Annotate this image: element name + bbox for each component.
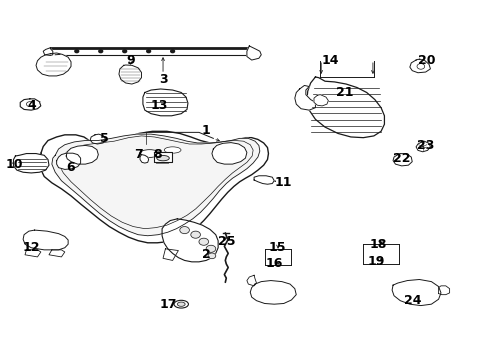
Polygon shape bbox=[23, 230, 68, 250]
Polygon shape bbox=[25, 250, 41, 257]
Polygon shape bbox=[40, 131, 268, 243]
Circle shape bbox=[206, 245, 215, 252]
Polygon shape bbox=[154, 153, 171, 162]
Polygon shape bbox=[119, 65, 141, 84]
Text: 17: 17 bbox=[159, 298, 176, 311]
Ellipse shape bbox=[157, 156, 169, 161]
Polygon shape bbox=[306, 77, 384, 138]
Circle shape bbox=[99, 50, 102, 53]
Polygon shape bbox=[140, 154, 148, 163]
Text: 18: 18 bbox=[369, 238, 386, 251]
Circle shape bbox=[199, 238, 208, 245]
Polygon shape bbox=[57, 153, 81, 170]
Polygon shape bbox=[294, 85, 315, 110]
Polygon shape bbox=[409, 59, 429, 73]
Polygon shape bbox=[250, 280, 296, 304]
Ellipse shape bbox=[177, 302, 184, 306]
Text: 6: 6 bbox=[66, 161, 75, 174]
Polygon shape bbox=[49, 250, 64, 257]
Text: 11: 11 bbox=[274, 176, 291, 189]
Ellipse shape bbox=[164, 147, 181, 153]
Circle shape bbox=[75, 50, 79, 53]
Polygon shape bbox=[246, 46, 261, 60]
Text: 1: 1 bbox=[202, 124, 210, 137]
Text: 4: 4 bbox=[28, 99, 37, 112]
Text: 25: 25 bbox=[217, 235, 235, 248]
Polygon shape bbox=[392, 154, 411, 166]
Text: 14: 14 bbox=[322, 54, 339, 67]
Polygon shape bbox=[90, 134, 105, 144]
Circle shape bbox=[26, 102, 33, 107]
Polygon shape bbox=[163, 249, 178, 260]
Text: 15: 15 bbox=[268, 240, 285, 253]
Polygon shape bbox=[142, 89, 187, 116]
Polygon shape bbox=[438, 286, 448, 294]
Polygon shape bbox=[52, 134, 259, 236]
Text: 5: 5 bbox=[100, 132, 108, 145]
Text: 23: 23 bbox=[416, 139, 433, 152]
Polygon shape bbox=[391, 279, 440, 306]
Circle shape bbox=[122, 50, 126, 53]
Circle shape bbox=[180, 226, 189, 234]
Circle shape bbox=[208, 253, 215, 259]
Polygon shape bbox=[36, 53, 71, 76]
Text: 24: 24 bbox=[404, 294, 421, 307]
Circle shape bbox=[416, 64, 424, 69]
Text: 12: 12 bbox=[22, 240, 40, 253]
Polygon shape bbox=[415, 141, 429, 152]
Text: 16: 16 bbox=[265, 257, 283, 270]
Text: 20: 20 bbox=[417, 54, 434, 67]
Polygon shape bbox=[66, 145, 98, 164]
Text: 10: 10 bbox=[6, 158, 23, 171]
Text: 22: 22 bbox=[392, 152, 409, 165]
Circle shape bbox=[146, 50, 150, 53]
Polygon shape bbox=[254, 176, 274, 184]
Circle shape bbox=[190, 231, 200, 238]
Text: 7: 7 bbox=[133, 148, 142, 161]
Polygon shape bbox=[162, 219, 218, 262]
Polygon shape bbox=[211, 143, 246, 164]
Polygon shape bbox=[43, 48, 53, 55]
Text: 9: 9 bbox=[126, 54, 135, 67]
Polygon shape bbox=[313, 95, 328, 106]
Text: 21: 21 bbox=[336, 86, 353, 99]
Ellipse shape bbox=[139, 150, 160, 157]
Text: 19: 19 bbox=[367, 255, 384, 267]
Text: 2: 2 bbox=[202, 248, 210, 261]
Text: 13: 13 bbox=[150, 99, 167, 112]
Text: 8: 8 bbox=[153, 148, 161, 161]
Polygon shape bbox=[156, 159, 167, 163]
Polygon shape bbox=[14, 154, 49, 173]
Circle shape bbox=[170, 50, 174, 53]
Ellipse shape bbox=[174, 300, 188, 308]
Polygon shape bbox=[246, 275, 256, 286]
Polygon shape bbox=[20, 99, 41, 110]
Text: 3: 3 bbox=[159, 73, 167, 86]
